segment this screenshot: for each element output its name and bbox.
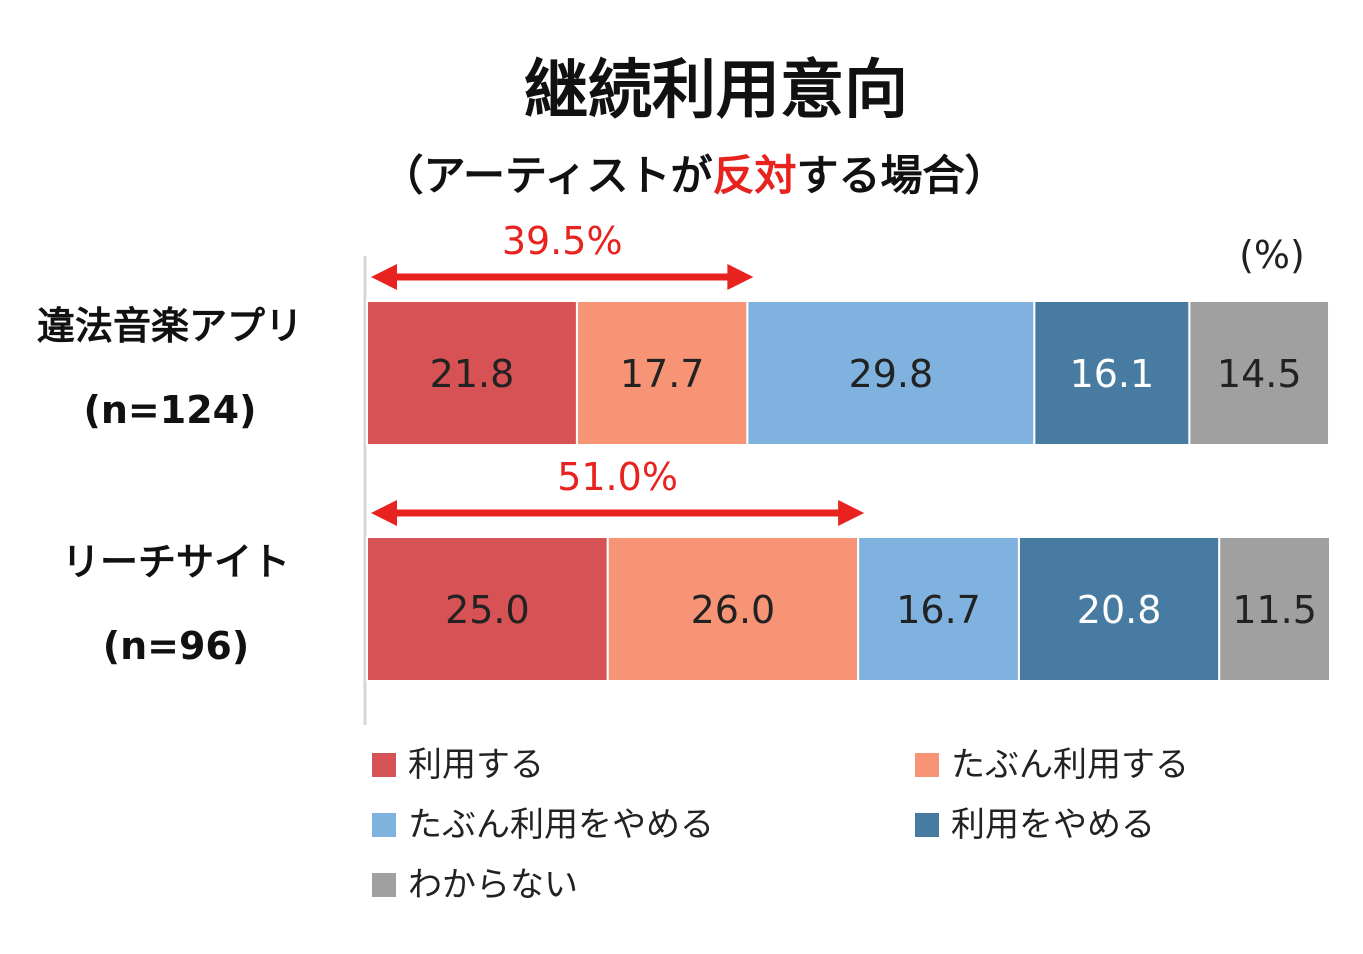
unit-label: (%) — [1239, 233, 1305, 277]
value-label-0-3: 16.1 — [1070, 352, 1155, 396]
legend-swatch-2 — [372, 813, 396, 837]
bar-segment-1-2 — [857, 536, 1020, 682]
stacked-bars: 21.8 17.7 29.8 16.1 14.5 25.0 26.0 16.7 20.8 11.5 — [366, 300, 1332, 682]
bar-segment-0-1 — [575, 300, 749, 446]
value-label-1-1: 26.0 — [691, 588, 776, 632]
bracket-arrow-right-0 — [727, 264, 754, 290]
category-labels: 違法音楽アプリ (n=124) リーチサイト (n=96) — [37, 304, 303, 668]
subtitle-part-highlight: 反対 — [712, 151, 796, 200]
bar-segment-1-3 — [1017, 536, 1221, 682]
legend-swatch-1 — [915, 753, 939, 777]
bracket-label-0: 39.5% — [502, 219, 623, 263]
legend-label-2: たぶん利用をやめる — [408, 805, 714, 845]
legend-swatch-4 — [372, 873, 396, 897]
subtitle-part-2: する場合） — [796, 151, 1006, 200]
category-name-0: 違法音楽アプリ — [37, 304, 303, 348]
value-label-0-0: 21.8 — [430, 352, 515, 396]
bracket-arrow-left-0 — [371, 264, 397, 290]
value-label-1-3: 20.8 — [1077, 588, 1162, 632]
chart-subtitle: （アーティストが反対する場合） — [382, 151, 1007, 200]
legend-label-3: 利用をやめる — [951, 805, 1155, 845]
bar-segment-1-0 — [366, 536, 609, 682]
bar-segment-0-4 — [1188, 300, 1331, 446]
value-label-0-2: 29.8 — [849, 352, 934, 396]
bar-segment-1-4 — [1218, 536, 1332, 682]
category-n-1: (n=96) — [103, 624, 250, 668]
value-label-0-4: 14.5 — [1217, 352, 1302, 396]
subtitle-part-0: （アーティストが — [382, 151, 713, 200]
legend-label-0: 利用する — [408, 745, 544, 785]
cumulative-brackets: 39.5% 51.0% — [371, 219, 865, 526]
value-label-1-4: 11.5 — [1232, 588, 1317, 632]
bar-segment-0-0 — [366, 300, 578, 446]
value-label-1-0: 25.0 — [445, 588, 530, 632]
category-name-1: リーチサイト — [62, 540, 290, 584]
legend-label-1: たぶん利用する — [951, 745, 1189, 785]
category-n-0: (n=124) — [84, 388, 257, 432]
value-label-1-2: 16.7 — [896, 588, 981, 632]
bracket-arrow-left-1 — [371, 500, 397, 526]
bracket-label-1: 51.0% — [557, 455, 678, 499]
legend-swatch-3 — [915, 813, 939, 837]
legend-swatch-0 — [372, 753, 396, 777]
bar-segment-0-2 — [746, 300, 1036, 446]
value-label-0-1: 17.7 — [620, 352, 705, 396]
legend-label-4: わからない — [408, 865, 578, 905]
chart-title: 継続利用意向 — [524, 54, 908, 128]
bracket-arrow-right-1 — [838, 500, 865, 526]
